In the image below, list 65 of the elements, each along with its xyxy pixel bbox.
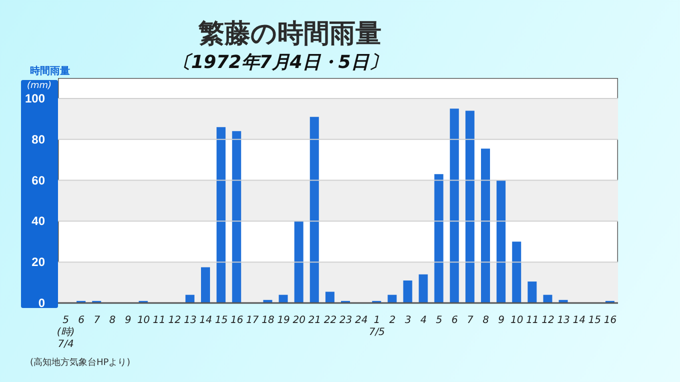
bar bbox=[512, 242, 522, 303]
y-tick-label: 60 bbox=[32, 173, 46, 188]
x-tick-label: 24 bbox=[354, 315, 368, 326]
bar bbox=[294, 221, 304, 303]
x-tick-label: 9 bbox=[498, 315, 505, 326]
x-tick-label: 3 bbox=[404, 315, 412, 326]
bar bbox=[496, 180, 506, 303]
bar bbox=[403, 280, 412, 303]
bar bbox=[278, 294, 288, 303]
x-tick-label: 1 7/5 bbox=[368, 315, 385, 338]
x-tick-label: 19 bbox=[277, 315, 290, 326]
x-tick-label: 22 bbox=[324, 315, 337, 326]
x-tick-label: 14 bbox=[199, 315, 212, 326]
x-tick-label: 5 bbox=[436, 315, 442, 326]
x-tick-label: 11 bbox=[526, 315, 539, 326]
y-tick-label: 80 bbox=[32, 132, 46, 146]
x-tick-label: 13 bbox=[557, 315, 570, 326]
bar bbox=[216, 127, 226, 303]
bar bbox=[310, 116, 319, 303]
x-tick-label: 7 bbox=[94, 315, 101, 326]
y-tick-label: 0 bbox=[38, 296, 46, 310]
bar bbox=[185, 294, 194, 303]
bar bbox=[434, 174, 444, 303]
x-tick-label: 5 (時) 7/4 bbox=[56, 315, 75, 350]
x-tick-label: 13 bbox=[184, 315, 197, 326]
x-tick-label: 18 bbox=[262, 315, 274, 326]
bar bbox=[543, 294, 552, 303]
y-tick-label: 40 bbox=[32, 214, 46, 228]
x-tick-label: 6 bbox=[78, 315, 85, 326]
x-tick-label: 4 bbox=[420, 315, 427, 326]
x-tick-label: 15 bbox=[214, 315, 228, 326]
x-tick-label: 23 bbox=[339, 315, 352, 326]
bar bbox=[388, 294, 397, 303]
x-tick-label: 6 bbox=[451, 315, 458, 326]
x-tick-label: 2 bbox=[389, 315, 396, 326]
x-tick-label: 21 bbox=[308, 315, 322, 326]
bar bbox=[201, 267, 210, 303]
x-tick-label: 8 bbox=[482, 315, 489, 326]
x-tick-label: 16 bbox=[604, 315, 617, 326]
x-tick-label: 20 bbox=[292, 315, 306, 326]
chart-subtitle: 〔1972年7月4日・5日〕 bbox=[173, 52, 387, 73]
x-tick-label: 12 bbox=[168, 315, 182, 326]
x-tick-label: 11 bbox=[152, 315, 166, 326]
x-tick-label: 9 bbox=[124, 315, 132, 326]
chart-title: 繁藤の時間雨量 bbox=[197, 18, 382, 51]
x-tick-label: 17 bbox=[246, 315, 260, 326]
bar bbox=[418, 274, 428, 303]
text: (高知地方気象台HPより) bbox=[30, 356, 130, 369]
bar bbox=[528, 282, 537, 303]
bar bbox=[325, 292, 334, 303]
x-tick-label: 15 bbox=[588, 315, 602, 326]
x-tick-label: 14 bbox=[572, 315, 586, 326]
bar bbox=[450, 108, 459, 303]
x-tick-label: 16 bbox=[230, 315, 244, 326]
x-tick-label: 12 bbox=[542, 315, 554, 326]
bar bbox=[465, 110, 474, 303]
x-tick-label: 8 bbox=[109, 315, 116, 326]
x-tick-label: 10 bbox=[510, 315, 524, 326]
bar bbox=[232, 131, 242, 303]
x-tick-label: 7 bbox=[467, 315, 474, 326]
bar bbox=[481, 148, 490, 303]
y-tick-label: 20 bbox=[32, 255, 46, 270]
y-tick-label: 100 bbox=[24, 91, 46, 106]
x-tick-label: 10 bbox=[137, 315, 150, 326]
y-axis-title: 時間雨量 (mm) bbox=[27, 64, 70, 91]
